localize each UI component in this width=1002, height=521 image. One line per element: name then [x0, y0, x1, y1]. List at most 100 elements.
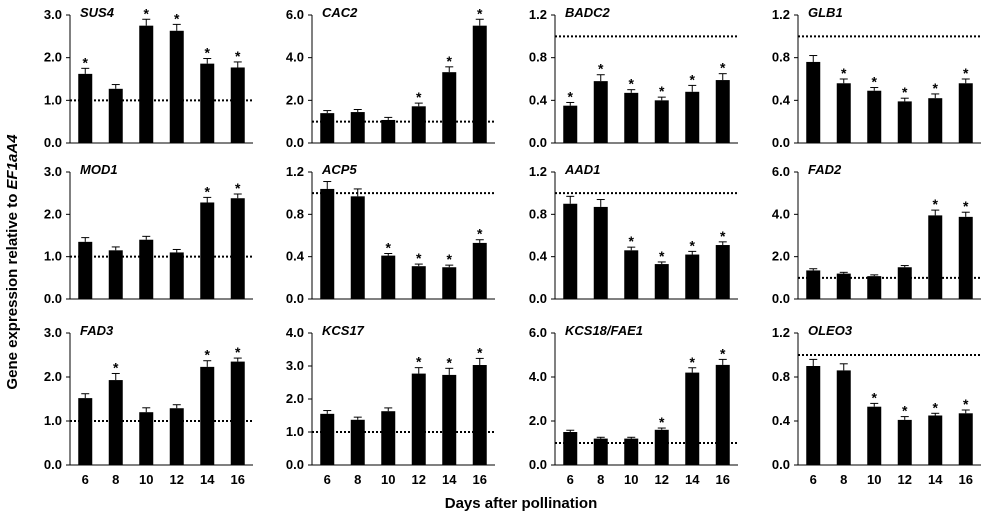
bar: [320, 113, 335, 143]
y-tick-label: 2.0: [44, 206, 62, 221]
significance-star: *: [113, 359, 119, 375]
x-tick-label: 12: [655, 472, 669, 487]
bar: [381, 255, 396, 299]
y-tick-label: 0.4: [529, 249, 548, 264]
bar: [442, 374, 457, 465]
bar: [897, 419, 912, 465]
panel-title: OLEO3: [808, 323, 853, 338]
x-tick-label: 6: [567, 472, 574, 487]
y-axis-label-prefix: Gene expression relative to: [4, 189, 21, 389]
significance-star: *: [235, 48, 241, 64]
bar: [563, 105, 578, 143]
y-tick-label: 0.0: [772, 135, 790, 150]
y-tick-label: 2.0: [529, 413, 547, 428]
y-tick-label: 6.0: [286, 7, 304, 22]
significance-star: *: [720, 228, 726, 244]
y-tick-label: 4.0: [772, 206, 790, 221]
significance-star: *: [933, 80, 939, 96]
bar: [806, 366, 821, 465]
significance-star: *: [235, 344, 241, 360]
x-tick-label: 14: [442, 472, 457, 487]
bar: [867, 406, 882, 465]
bar: [685, 91, 700, 143]
y-tick-label: 1.0: [44, 413, 62, 428]
significance-star: *: [902, 403, 908, 419]
y-tick-label: 3.0: [44, 7, 62, 22]
panel-aad1: 0.0 0.4 0.8 1.2 * * * * AAD1: [529, 162, 738, 306]
bar: [472, 25, 487, 144]
y-tick-label: 1.2: [286, 164, 304, 179]
panel-acp5: 0.0 0.4 0.8 1.2 * * * * ACP5: [286, 162, 495, 306]
bar: [836, 273, 851, 299]
bar: [139, 25, 154, 144]
x-tick-label: 16: [959, 472, 973, 487]
bar: [654, 264, 669, 299]
panel-fad2: 0.0 2.0 4.0 6.0 * * FAD2: [772, 162, 981, 306]
x-tick-label: 16: [231, 472, 245, 487]
y-tick-label: 0.0: [529, 291, 547, 306]
panel-title: GLB1: [808, 5, 843, 20]
x-tick-label: 10: [867, 472, 881, 487]
y-tick-label: 0.8: [772, 50, 790, 65]
bar: [715, 80, 730, 143]
y-tick-label: 2.0: [772, 249, 790, 264]
bar: [350, 196, 365, 299]
y-tick-label: 6.0: [529, 325, 547, 340]
x-tick-label: 8: [597, 472, 604, 487]
y-tick-label: 2.0: [44, 369, 62, 384]
bar: [320, 188, 335, 299]
y-tick-label: 0.8: [529, 206, 547, 221]
bar: [836, 83, 851, 143]
significance-star: *: [963, 198, 969, 214]
bar: [381, 411, 396, 465]
y-tick-label: 0.0: [772, 291, 790, 306]
significance-star: *: [933, 399, 939, 415]
panel-glb1: 0.0 0.4 0.8 1.2 * * * * * GLB1: [772, 5, 981, 150]
x-tick-label: 16: [716, 472, 730, 487]
y-tick-label: 4.0: [529, 369, 547, 384]
y-tick-label: 0.4: [529, 92, 548, 107]
bar: [472, 242, 487, 299]
y-tick-label: 1.2: [772, 7, 790, 22]
significance-star: *: [598, 61, 604, 77]
bar: [442, 267, 457, 299]
y-tick-label: 0.8: [529, 50, 547, 65]
significance-star: *: [205, 45, 211, 61]
bar: [593, 81, 608, 143]
bar: [350, 112, 365, 143]
significance-star: *: [872, 389, 878, 405]
bar: [654, 100, 669, 143]
bar: [806, 61, 821, 143]
y-tick-label: 1.0: [44, 92, 62, 107]
bar: [230, 67, 245, 143]
panel-kcs18-fae1: 0.0 2.0 4.0 6.0 6 8 10 * 12 * 14 * 16 KCS18/FAE1: [529, 323, 738, 487]
bar: [897, 101, 912, 143]
significance-star: *: [872, 74, 878, 90]
x-tick-label: 12: [412, 472, 426, 487]
bar: [108, 250, 123, 299]
bar: [563, 203, 578, 299]
bar: [78, 73, 93, 143]
bar: [715, 245, 730, 299]
significance-star: *: [690, 71, 696, 87]
y-tick-label: 1.0: [286, 424, 304, 439]
bar: [593, 438, 608, 465]
bar: [715, 364, 730, 465]
bar: [78, 241, 93, 299]
bar: [411, 266, 426, 299]
significance-star: *: [841, 65, 847, 81]
panels: 0.0 1.0 2.0 3.0 * * * * * SUS4 0.0 2.0 4.0 6.0 * * * CAC2…: [44, 5, 981, 487]
bar: [320, 413, 335, 465]
y-tick-label: 0.0: [286, 457, 304, 472]
y-tick-label: 3.0: [44, 164, 62, 179]
x-tick-label: 10: [381, 472, 395, 487]
bar: [169, 30, 184, 143]
significance-star: *: [416, 354, 422, 370]
panel-title: FAD3: [80, 323, 114, 338]
significance-star: *: [720, 60, 726, 76]
panel-fad3: 0.0 1.0 2.0 3.0 6 * 8 10 12 * 14 * 16 FAD3: [44, 323, 253, 487]
significance-star: *: [205, 347, 211, 363]
significance-star: *: [963, 396, 969, 412]
bar: [958, 83, 973, 143]
bar: [624, 250, 639, 299]
